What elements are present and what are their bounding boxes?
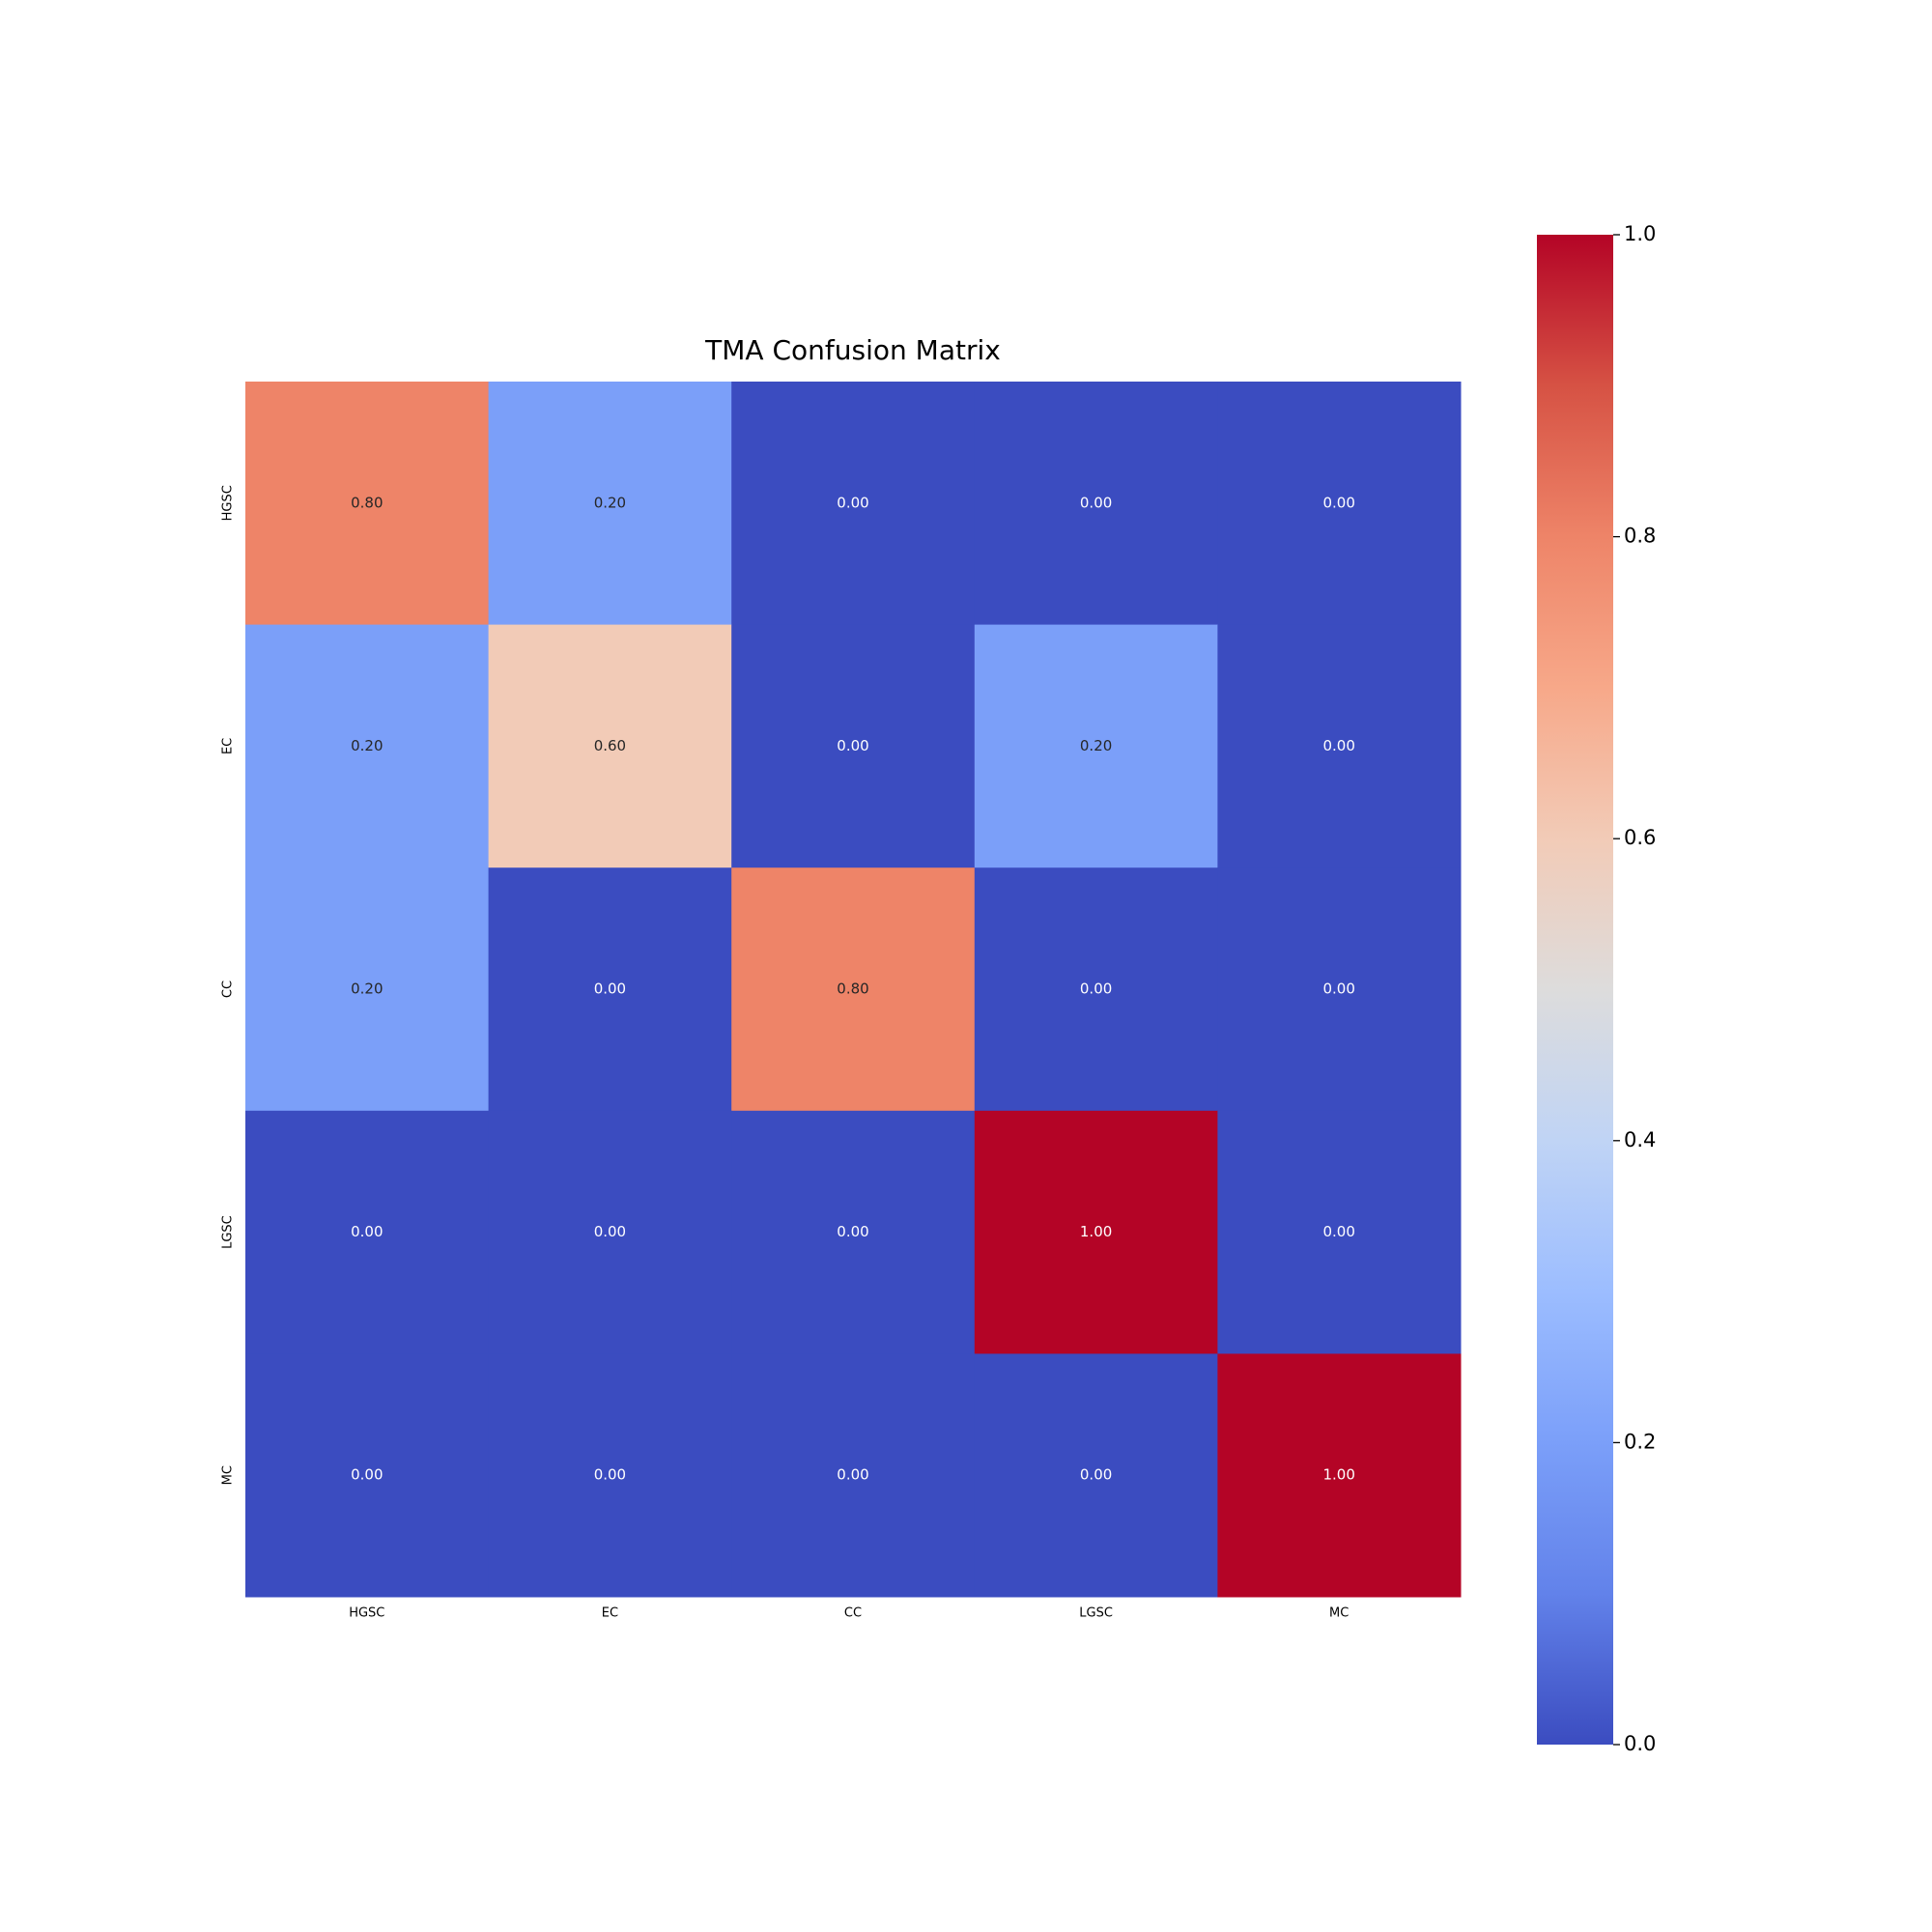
cell-label: 0.00 bbox=[1322, 980, 1354, 998]
cell-label: 0.20 bbox=[351, 737, 383, 754]
colorbar-tick-label: 1.0 bbox=[1624, 222, 1656, 245]
heatmap-cell bbox=[245, 867, 490, 1112]
colorbar-tick-label: 0.0 bbox=[1624, 1732, 1656, 1755]
heatmap-cell bbox=[1217, 382, 1462, 626]
heatmap-cell bbox=[488, 1110, 732, 1354]
cell-label: 0.80 bbox=[837, 980, 868, 998]
heatmap-cell bbox=[245, 1110, 490, 1354]
y-tick-label: CC bbox=[221, 980, 236, 998]
cell-label: 0.80 bbox=[351, 494, 383, 511]
heatmap-cell bbox=[1217, 1110, 1462, 1354]
heatmap-cell bbox=[245, 382, 490, 626]
x-tick-label: CC bbox=[844, 1606, 862, 1621]
cell-label: 0.00 bbox=[1080, 494, 1112, 511]
cell-label: 0.00 bbox=[1080, 980, 1112, 998]
y-tick-label: MC bbox=[221, 1465, 236, 1485]
cell-label: 1.00 bbox=[1322, 1466, 1354, 1484]
colorbar-tick-label: 0.2 bbox=[1624, 1430, 1656, 1453]
cell-label: 0.00 bbox=[351, 1466, 383, 1484]
heatmap-cell bbox=[731, 624, 976, 868]
cell-label: 0.20 bbox=[594, 494, 626, 511]
cell-label: 0.00 bbox=[351, 1223, 383, 1240]
x-tick-label: HGSC bbox=[349, 1606, 384, 1621]
cell-label: 0.00 bbox=[594, 1223, 626, 1240]
cell-label: 0.00 bbox=[837, 1223, 868, 1240]
heatmap-cell bbox=[488, 382, 732, 626]
y-tick-label: LGSC bbox=[221, 1215, 236, 1249]
cell-label: 0.00 bbox=[594, 980, 626, 998]
heatmap-cell bbox=[488, 624, 732, 868]
colorbar-tick-label: 0.6 bbox=[1624, 826, 1656, 849]
heatmap-cell bbox=[974, 1353, 1218, 1598]
x-tick-label: LGSC bbox=[1079, 1606, 1113, 1621]
cell-label: 0.00 bbox=[1080, 1466, 1112, 1484]
cell-label: 0.00 bbox=[1322, 737, 1354, 754]
heatmap-cell bbox=[245, 624, 490, 868]
heatmap-cell bbox=[974, 867, 1218, 1112]
heatmap-cell bbox=[1217, 1353, 1462, 1598]
cell-label: 0.20 bbox=[351, 980, 383, 998]
cell-label: 0.00 bbox=[1322, 494, 1354, 511]
cell-label: 0.00 bbox=[1322, 1223, 1354, 1240]
colorbar bbox=[1537, 235, 1613, 1745]
x-tick-label: EC bbox=[602, 1606, 618, 1621]
colorbar-tick-label: 0.4 bbox=[1624, 1128, 1656, 1151]
heatmap-cell bbox=[974, 1110, 1218, 1354]
heatmap-cell bbox=[488, 867, 732, 1112]
colorbar-tick-label: 0.8 bbox=[1624, 525, 1656, 548]
heatmap-cell bbox=[731, 867, 976, 1112]
cell-label: 0.60 bbox=[594, 737, 626, 754]
heatmap-cell bbox=[1217, 867, 1462, 1112]
heatmap-cell bbox=[974, 382, 1218, 626]
cell-label: 0.00 bbox=[837, 1466, 868, 1484]
cell-label: 0.00 bbox=[594, 1466, 626, 1484]
cell-label: 1.00 bbox=[1080, 1223, 1112, 1240]
heatmap-cell bbox=[731, 382, 976, 626]
cell-label: 0.00 bbox=[837, 494, 868, 511]
y-tick-label: HGSC bbox=[221, 485, 236, 521]
cell-label: 0.00 bbox=[837, 737, 868, 754]
heatmap-cell bbox=[245, 1353, 490, 1598]
heatmap-cell bbox=[974, 624, 1218, 868]
chart-title: TMA Confusion Matrix bbox=[704, 334, 1001, 366]
heatmap-cell bbox=[731, 1110, 976, 1354]
cell-label: 0.20 bbox=[1080, 737, 1112, 754]
x-tick-label: MC bbox=[1329, 1606, 1349, 1621]
heatmap-cell bbox=[731, 1353, 976, 1598]
heatmap-cell bbox=[1217, 624, 1462, 868]
heatmap-cell bbox=[488, 1353, 732, 1598]
y-tick-label: EC bbox=[221, 738, 236, 754]
